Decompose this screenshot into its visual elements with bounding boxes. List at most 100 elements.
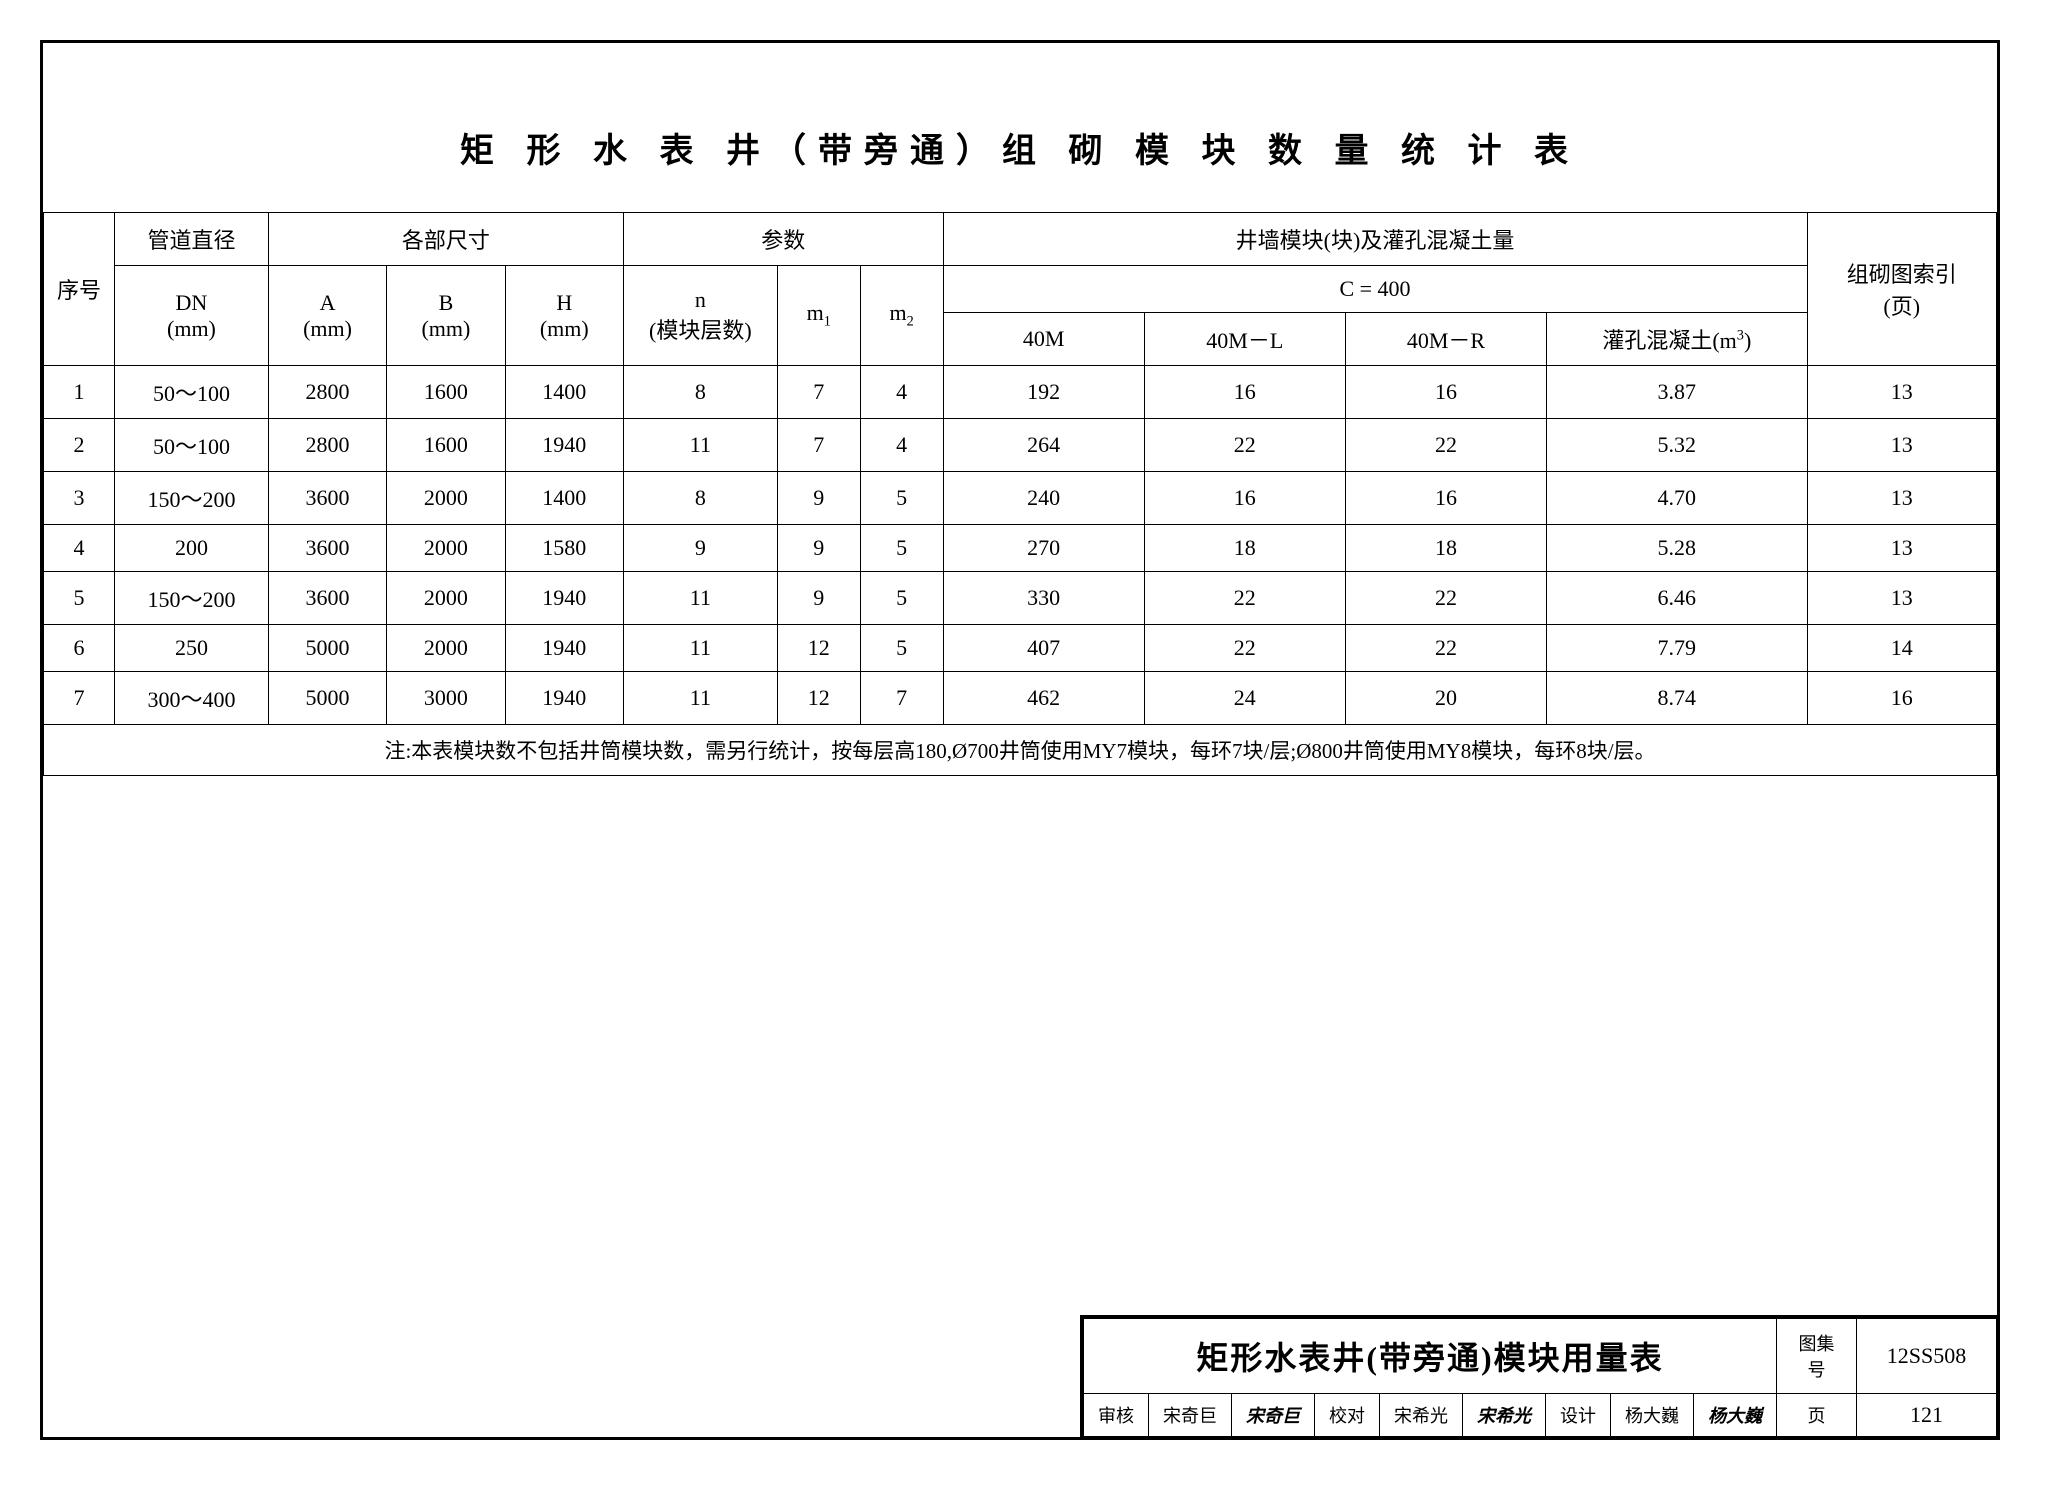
cell-H: 1940 bbox=[505, 625, 623, 672]
cell-B: 1600 bbox=[387, 419, 505, 472]
col-n: n(模块层数) bbox=[623, 266, 777, 366]
design-name: 杨大巍 bbox=[1611, 1394, 1694, 1437]
table-note-row: 注:本表模块数不包括井筒模块数，需另行统计，按每层高180,Ø700井筒使用MY… bbox=[44, 725, 1997, 776]
col-H: H(mm) bbox=[505, 266, 623, 366]
cell-dn: 50～100 bbox=[115, 419, 269, 472]
col-A: A(mm) bbox=[268, 266, 386, 366]
cell-seq: 7 bbox=[44, 672, 115, 725]
set-value: 12SS508 bbox=[1857, 1319, 1997, 1394]
col-40M: 40M bbox=[943, 313, 1144, 366]
cell-c40ML: 18 bbox=[1144, 525, 1345, 572]
cell-seq: 3 bbox=[44, 472, 115, 525]
set-label: 图集号 bbox=[1777, 1319, 1857, 1394]
cell-c40M: 192 bbox=[943, 366, 1144, 419]
cell-m2: 5 bbox=[860, 572, 943, 625]
cell-c40ML: 24 bbox=[1144, 672, 1345, 725]
cell-c40ML: 16 bbox=[1144, 366, 1345, 419]
cell-dn: 150～200 bbox=[115, 572, 269, 625]
cell-A: 5000 bbox=[268, 625, 386, 672]
cell-n: 11 bbox=[623, 419, 777, 472]
cell-B: 2000 bbox=[387, 572, 505, 625]
table-row: 3150～20036002000140089524016164.7013 bbox=[44, 472, 1997, 525]
cell-n: 11 bbox=[623, 625, 777, 672]
cell-dn: 200 bbox=[115, 525, 269, 572]
cell-c40M: 330 bbox=[943, 572, 1144, 625]
cell-c40MR: 22 bbox=[1345, 572, 1546, 625]
cell-H: 1400 bbox=[505, 472, 623, 525]
review-name: 宋奇巨 bbox=[1149, 1394, 1232, 1437]
table-row: 5150～200360020001940119533022226.4613 bbox=[44, 572, 1997, 625]
cell-m2: 4 bbox=[860, 366, 943, 419]
col-params-group: 参数 bbox=[623, 213, 943, 266]
cell-conc: 6.46 bbox=[1547, 572, 1807, 625]
col-dims-group: 各部尺寸 bbox=[268, 213, 623, 266]
cell-A: 3600 bbox=[268, 472, 386, 525]
cell-c40ML: 22 bbox=[1144, 572, 1345, 625]
col-seq: 序号 bbox=[44, 213, 115, 366]
cell-c40MR: 16 bbox=[1345, 366, 1546, 419]
check-name: 宋希光 bbox=[1380, 1394, 1463, 1437]
cell-A: 2800 bbox=[268, 419, 386, 472]
col-dn: DN(mm) bbox=[115, 266, 269, 366]
cell-c40M: 462 bbox=[943, 672, 1144, 725]
cell-m1: 12 bbox=[777, 672, 860, 725]
col-conc: 灌孔混凝土(m3) bbox=[1547, 313, 1807, 366]
cell-m1: 9 bbox=[777, 472, 860, 525]
cell-conc: 4.70 bbox=[1547, 472, 1807, 525]
cell-c40M: 240 bbox=[943, 472, 1144, 525]
cell-c40ML: 22 bbox=[1144, 625, 1345, 672]
title-block: 矩形水表井(带旁通)模块用量表 图集号 12SS508 审核 宋奇巨 宋奇巨 校… bbox=[1080, 1315, 2000, 1440]
table-body: 150～10028001600140087419216163.8713250～1… bbox=[44, 366, 1997, 725]
cell-n: 9 bbox=[623, 525, 777, 572]
cell-A: 3600 bbox=[268, 525, 386, 572]
cell-c40MR: 20 bbox=[1345, 672, 1546, 725]
drawing-sheet: 矩 形 水 表 井（带旁通）组 砌 模 块 数 量 统 计 表 序号 管道直径 … bbox=[40, 40, 2000, 1440]
table-row: 7300～4005000300019401112746224208.7416 bbox=[44, 672, 1997, 725]
cell-c40MR: 16 bbox=[1345, 472, 1546, 525]
col-40MR: 40M－R bbox=[1345, 313, 1546, 366]
col-40ML: 40M－L bbox=[1144, 313, 1345, 366]
cell-m2: 5 bbox=[860, 625, 943, 672]
col-c400: C = 400 bbox=[943, 266, 1807, 313]
table-row: 150～10028001600140087419216163.8713 bbox=[44, 366, 1997, 419]
cell-c40M: 270 bbox=[943, 525, 1144, 572]
cell-dn: 250 bbox=[115, 625, 269, 672]
cell-idx: 14 bbox=[1807, 625, 1997, 672]
col-pipe-dia-group: 管道直径 bbox=[115, 213, 269, 266]
cell-dn: 150～200 bbox=[115, 472, 269, 525]
cell-c40MR: 22 bbox=[1345, 419, 1546, 472]
cell-B: 2000 bbox=[387, 525, 505, 572]
cell-c40ML: 16 bbox=[1144, 472, 1345, 525]
cell-n: 8 bbox=[623, 366, 777, 419]
cell-conc: 5.32 bbox=[1547, 419, 1807, 472]
cell-B: 3000 bbox=[387, 672, 505, 725]
cell-c40M: 264 bbox=[943, 419, 1144, 472]
col-index: 组砌图索引(页) bbox=[1807, 213, 1997, 366]
cell-idx: 13 bbox=[1807, 572, 1997, 625]
cell-idx: 13 bbox=[1807, 366, 1997, 419]
cell-c40M: 407 bbox=[943, 625, 1144, 672]
check-sig: 宋希光 bbox=[1463, 1394, 1546, 1437]
cell-conc: 5.28 bbox=[1547, 525, 1807, 572]
cell-idx: 13 bbox=[1807, 419, 1997, 472]
cell-dn: 300～400 bbox=[115, 672, 269, 725]
cell-dn: 50～100 bbox=[115, 366, 269, 419]
col-wall-group: 井墙模块(块)及灌孔混凝土量 bbox=[943, 213, 1807, 266]
cell-idx: 13 bbox=[1807, 525, 1997, 572]
cell-m1: 7 bbox=[777, 419, 860, 472]
page-value: 121 bbox=[1857, 1394, 1997, 1437]
cell-conc: 8.74 bbox=[1547, 672, 1807, 725]
cell-c40ML: 22 bbox=[1144, 419, 1345, 472]
cell-c40MR: 22 bbox=[1345, 625, 1546, 672]
cell-seq: 4 bbox=[44, 525, 115, 572]
cell-n: 11 bbox=[623, 672, 777, 725]
page-label: 页 bbox=[1777, 1394, 1857, 1437]
table-row: 420036002000158099527018185.2813 bbox=[44, 525, 1997, 572]
cell-c40MR: 18 bbox=[1345, 525, 1546, 572]
table-title: 矩 形 水 表 井（带旁通）组 砌 模 块 数 量 统 计 表 bbox=[43, 43, 1997, 212]
table-row: 250～100280016001940117426422225.3213 bbox=[44, 419, 1997, 472]
cell-m2: 5 bbox=[860, 472, 943, 525]
table-note: 注:本表模块数不包括井筒模块数，需另行统计，按每层高180,Ø700井筒使用MY… bbox=[44, 725, 1997, 776]
cell-seq: 5 bbox=[44, 572, 115, 625]
cell-n: 11 bbox=[623, 572, 777, 625]
